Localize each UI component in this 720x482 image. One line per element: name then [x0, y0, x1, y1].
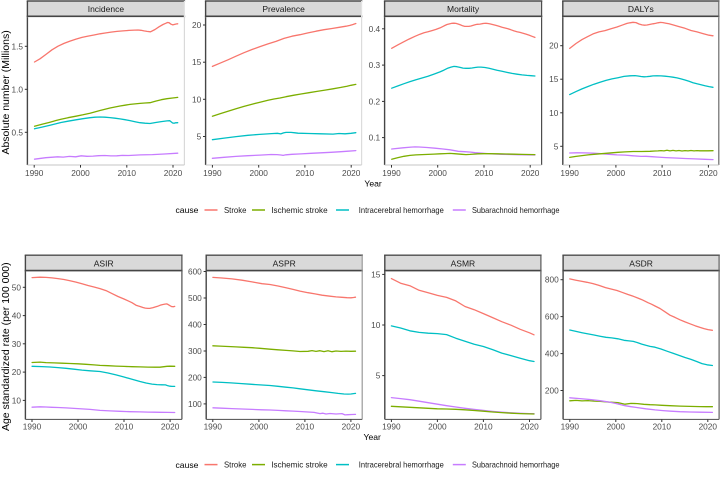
- svg-text:1990: 1990: [203, 168, 222, 178]
- svg-text:Stroke: Stroke: [224, 460, 247, 470]
- svg-text:2010: 2010: [653, 168, 672, 178]
- svg-text:2000: 2000: [249, 168, 268, 178]
- svg-text:1990: 1990: [561, 422, 580, 432]
- svg-text:1990: 1990: [560, 168, 579, 178]
- svg-text:Ischemic stroke: Ischemic stroke: [271, 460, 328, 470]
- svg-text:2010: 2010: [118, 168, 137, 178]
- svg-text:40: 40: [12, 311, 22, 321]
- svg-text:Intracerebral hemorrhage: Intracerebral hemorrhage: [359, 205, 444, 215]
- svg-text:ASPR: ASPR: [273, 258, 296, 268]
- svg-text:Age standardized rate (per 100: Age standardized rate (per 100 000): [0, 262, 12, 431]
- svg-text:2020: 2020: [699, 168, 718, 178]
- svg-text:500: 500: [188, 293, 202, 303]
- svg-text:Subarachnoid hemorrhage: Subarachnoid hemorrhage: [472, 205, 560, 215]
- svg-text:DALYs: DALYs: [628, 4, 654, 14]
- svg-text:Year: Year: [364, 178, 382, 188]
- svg-text:2020: 2020: [520, 422, 539, 432]
- svg-text:2000: 2000: [428, 168, 447, 178]
- svg-text:2010: 2010: [296, 168, 315, 178]
- svg-text:15: 15: [549, 74, 559, 84]
- svg-text:2020: 2020: [342, 422, 361, 432]
- svg-text:20: 20: [12, 367, 22, 377]
- svg-text:Intracerebral hemorrhage: Intracerebral hemorrhage: [359, 460, 444, 470]
- svg-text:2000: 2000: [250, 422, 269, 432]
- svg-text:600: 600: [188, 267, 202, 277]
- svg-text:50: 50: [12, 282, 22, 292]
- svg-text:2010: 2010: [474, 422, 493, 432]
- svg-text:1.5: 1.5: [11, 41, 23, 51]
- svg-text:10: 10: [12, 395, 22, 405]
- svg-text:600: 600: [545, 312, 559, 322]
- svg-text:400: 400: [188, 320, 202, 330]
- svg-text:1990: 1990: [382, 168, 401, 178]
- svg-text:400: 400: [545, 349, 559, 359]
- svg-text:Prevalence: Prevalence: [262, 4, 305, 14]
- svg-text:2000: 2000: [428, 422, 447, 432]
- svg-text:Subarachnoid hemorrhage: Subarachnoid hemorrhage: [472, 460, 560, 470]
- svg-text:2020: 2020: [521, 168, 540, 178]
- svg-text:Absolute number (Millions): Absolute number (Millions): [0, 30, 12, 154]
- svg-text:0.4: 0.4: [369, 24, 381, 34]
- svg-text:20: 20: [192, 20, 202, 30]
- svg-text:30: 30: [12, 339, 22, 349]
- svg-text:1990: 1990: [204, 422, 223, 432]
- svg-text:5: 5: [197, 132, 202, 142]
- svg-text:0.2: 0.2: [369, 96, 381, 106]
- svg-text:5: 5: [376, 371, 381, 381]
- svg-text:15: 15: [371, 269, 381, 279]
- svg-text:2020: 2020: [161, 422, 180, 432]
- svg-text:1990: 1990: [25, 168, 44, 178]
- svg-text:200: 200: [545, 386, 559, 396]
- svg-text:Stroke: Stroke: [224, 205, 247, 215]
- svg-text:2010: 2010: [296, 422, 315, 432]
- svg-text:10: 10: [549, 108, 559, 118]
- svg-text:2000: 2000: [607, 168, 626, 178]
- svg-text:2010: 2010: [115, 422, 134, 432]
- svg-text:20: 20: [549, 41, 559, 51]
- svg-text:1990: 1990: [23, 422, 42, 432]
- svg-text:2010: 2010: [653, 422, 672, 432]
- svg-text:2020: 2020: [699, 422, 718, 432]
- svg-text:800: 800: [545, 275, 559, 285]
- svg-text:Mortality: Mortality: [447, 4, 480, 14]
- svg-text:10: 10: [192, 94, 202, 104]
- svg-text:cause: cause: [176, 205, 199, 215]
- svg-text:2000: 2000: [71, 168, 90, 178]
- svg-text:2020: 2020: [342, 168, 361, 178]
- svg-text:ASDR: ASDR: [629, 258, 653, 268]
- svg-text:Year: Year: [364, 432, 382, 442]
- svg-text:2010: 2010: [475, 168, 494, 178]
- svg-text:Ischemic stroke: Ischemic stroke: [271, 205, 328, 215]
- svg-text:10: 10: [371, 320, 381, 330]
- svg-text:Incidence: Incidence: [88, 4, 125, 14]
- svg-text:200: 200: [188, 372, 202, 382]
- svg-text:2000: 2000: [607, 422, 626, 432]
- svg-text:15: 15: [192, 57, 202, 67]
- svg-text:100: 100: [188, 399, 202, 409]
- svg-text:1.0: 1.0: [11, 84, 23, 94]
- svg-text:2020: 2020: [164, 168, 183, 178]
- svg-text:1990: 1990: [382, 422, 401, 432]
- svg-text:ASMR: ASMR: [451, 258, 476, 268]
- svg-text:ASIR: ASIR: [94, 258, 114, 268]
- svg-text:cause: cause: [176, 460, 199, 470]
- svg-text:5: 5: [554, 141, 559, 151]
- svg-text:0.5: 0.5: [11, 127, 23, 137]
- svg-text:0.3: 0.3: [369, 60, 381, 70]
- svg-text:300: 300: [188, 346, 202, 356]
- svg-text:0.1: 0.1: [369, 133, 381, 143]
- svg-text:2000: 2000: [69, 422, 88, 432]
